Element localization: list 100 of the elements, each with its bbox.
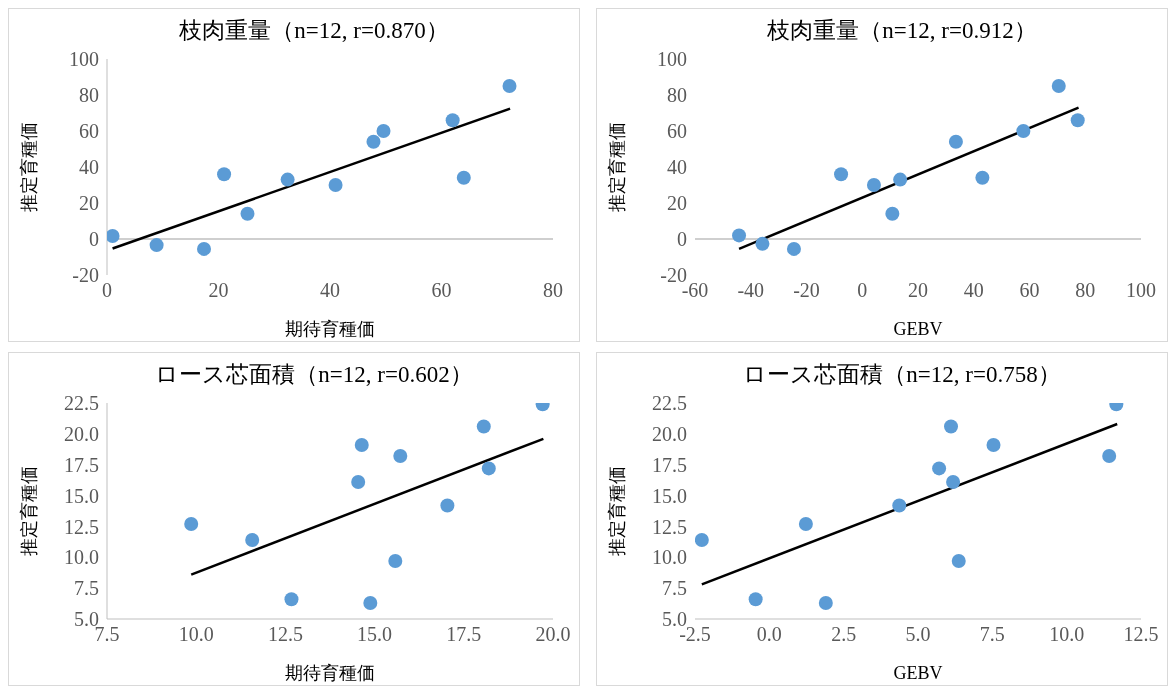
x-tick-label: 17.5 — [446, 623, 482, 646]
x-tick-label: -40 — [737, 279, 765, 302]
x-axis-title: 期待育種価 — [285, 319, 375, 339]
x-tick-label: 12.5 — [267, 623, 303, 646]
x-axis-title: 期待育種価 — [285, 663, 375, 683]
y-tick-label: 40 — [667, 156, 687, 179]
point — [363, 595, 378, 610]
point — [818, 595, 833, 610]
point — [107, 228, 120, 243]
point — [932, 461, 947, 476]
y-tick-label: 20.0 — [652, 422, 687, 445]
point — [892, 498, 907, 513]
point — [986, 437, 1001, 452]
point — [975, 170, 990, 185]
point — [245, 533, 260, 548]
y-tick-label: 17.5 — [64, 453, 99, 476]
point — [481, 461, 496, 476]
point — [786, 241, 801, 256]
point — [748, 592, 763, 607]
point — [240, 206, 255, 221]
y-tick-label: 80 — [667, 84, 687, 107]
x-tick-label: 0 — [857, 279, 868, 302]
x-tick-label: 12.5 — [1123, 623, 1159, 646]
y-tick-label: 15.0 — [652, 484, 687, 507]
x-tick-label: 15.0 — [357, 623, 393, 646]
y-tick-label: 100 — [657, 48, 687, 71]
y-tick-label: 20 — [79, 192, 99, 215]
point — [328, 178, 343, 192]
point — [946, 474, 961, 489]
point — [284, 592, 299, 607]
y-tick-label: 100 — [69, 48, 99, 71]
point — [866, 178, 881, 192]
chart-title: ロース芯面積（n=12, r=0.758） — [742, 361, 1062, 389]
point — [732, 228, 747, 243]
y-axis-title: 推定育種価 — [19, 122, 40, 212]
point — [1070, 113, 1085, 128]
point — [893, 172, 908, 187]
y-tick-label: 20 — [667, 192, 687, 215]
x-tick-label: 5.0 — [905, 623, 931, 646]
point — [280, 172, 295, 187]
point — [1102, 449, 1117, 464]
point — [376, 124, 391, 138]
y-axis-title: 推定育種価 — [19, 466, 40, 556]
point — [217, 167, 232, 182]
x-tick-label: 2.5 — [831, 623, 857, 646]
point — [948, 134, 963, 149]
point — [456, 170, 471, 185]
point — [476, 419, 491, 434]
x-tick-label: 80 — [1075, 279, 1096, 302]
y-tick-label: 40 — [79, 156, 99, 179]
x-tick-label: 10.0 — [1049, 623, 1085, 646]
chart-title: 枝肉重量（n=12, r=0.912） — [766, 17, 1038, 45]
point — [798, 516, 813, 531]
chart-title: 枝肉重量（n=12, r=0.870） — [178, 17, 450, 45]
point — [1051, 79, 1066, 93]
x-tick-label: 80 — [543, 279, 563, 302]
point — [502, 79, 517, 93]
point — [445, 113, 460, 128]
y-tick-label: 7.5 — [662, 577, 687, 600]
y-tick-label: 15.0 — [64, 484, 99, 507]
x-tick-label: 60 — [431, 279, 452, 302]
point — [184, 516, 199, 531]
x-axis-title: GEBV — [893, 319, 943, 339]
y-tick-label: 80 — [79, 84, 99, 107]
y-tick-label: 0 — [677, 228, 687, 251]
x-tick-label: 20.0 — [535, 623, 571, 646]
y-tick-label: 12.5 — [64, 515, 99, 538]
chart-title: ロース芯面積（n=12, r=0.602） — [154, 361, 474, 389]
x-tick-label: 60 — [1019, 279, 1040, 302]
point — [951, 553, 966, 568]
x-tick-label: 40 — [963, 279, 984, 302]
point — [834, 167, 849, 182]
x-tick-label: 7.5 — [979, 623, 1005, 646]
y-tick-label: 17.5 — [652, 453, 687, 476]
point — [366, 134, 381, 149]
x-tick-label: -20 — [793, 279, 820, 302]
point — [755, 236, 770, 251]
x-tick-label: 10.0 — [178, 623, 214, 646]
point — [388, 553, 403, 568]
point — [1016, 124, 1031, 138]
x-tick-label: 0.0 — [756, 623, 782, 646]
x-axis-title: GEBV — [893, 663, 943, 683]
y-tick-label: -20 — [72, 264, 99, 287]
point — [393, 449, 408, 464]
x-tick-label: 20 — [908, 279, 928, 302]
x-tick-label: 100 — [1126, 279, 1156, 302]
y-tick-label: 0 — [89, 228, 99, 251]
x-tick-label: 20 — [208, 279, 229, 302]
y-tick-label: 7.5 — [74, 577, 99, 600]
y-axis-title: 推定育種価 — [607, 466, 628, 556]
point — [440, 498, 455, 513]
y-tick-label: 22.5 — [64, 392, 99, 415]
point — [944, 419, 958, 434]
y-tick-label: 60 — [79, 120, 99, 143]
y-tick-label: 10.0 — [64, 546, 99, 569]
y-tick-label: 10.0 — [652, 546, 687, 569]
x-tick-label: 40 — [320, 279, 340, 302]
y-tick-label: 12.5 — [652, 515, 687, 538]
y-axis-title: 推定育種価 — [607, 122, 628, 212]
point — [197, 241, 212, 256]
